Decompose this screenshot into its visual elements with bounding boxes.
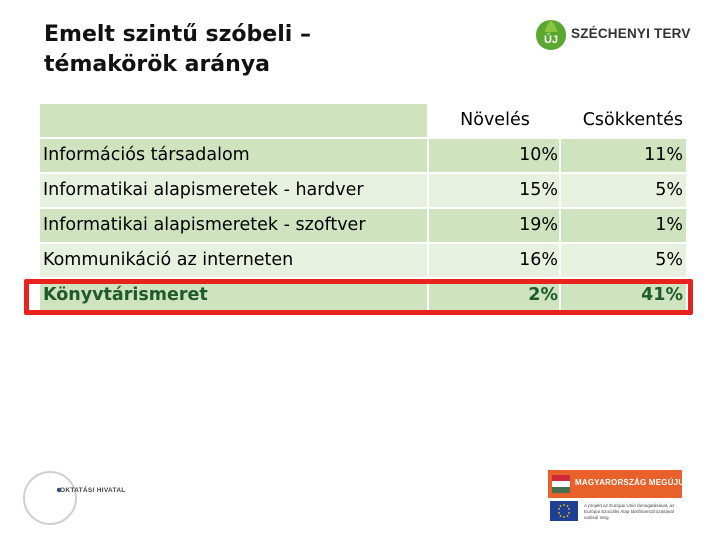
highlight-frame bbox=[24, 279, 693, 315]
row-novekedes: 2% bbox=[528, 285, 558, 305]
eu-funding-text: A projekt az Európai Unió támogatásával,… bbox=[584, 503, 675, 520]
magyarorszag-megujul-logo: MAGYARORSZÁG MEGÚJUL A projekt az Európa… bbox=[548, 468, 689, 528]
row-csokkentes: 5% bbox=[655, 250, 683, 270]
row-label: Informatikai alapismeretek - szoftver bbox=[43, 215, 366, 235]
szechenyi-terv-logo: ÚJ SZÉCHENYI TERV bbox=[535, 18, 695, 54]
row-label: Információs társadalom bbox=[43, 145, 250, 165]
topic-ratio-table: Növelés Csökkentés Információs társadalo… bbox=[40, 103, 686, 313]
brand-band: MAGYARORSZÁG MEGÚJUL bbox=[548, 470, 689, 498]
table-header-row: Növelés Csökkentés bbox=[40, 103, 686, 138]
row-label: Informatikai alapismeretek - hardver bbox=[43, 180, 364, 200]
hungarian-flag-icon bbox=[552, 475, 570, 493]
row-novekedes: 19% bbox=[519, 215, 558, 235]
table-header-novekedes: Növelés bbox=[460, 110, 530, 130]
slide-title-line-2: témakörök aránya bbox=[44, 52, 271, 77]
oktatasi-hivatal-text: OKTATÁSI HIVATAL bbox=[60, 487, 126, 494]
row-csokkentes: 41% bbox=[641, 285, 683, 305]
table-row: Kommunikáció az interneten 16% 5% bbox=[40, 243, 686, 278]
row-label: Könyvtárismeret bbox=[43, 285, 208, 305]
table-header-csokkentes: Csökkentés bbox=[582, 110, 683, 130]
szechenyi-terv-leaf-icon: ÚJ bbox=[536, 20, 566, 50]
row-csokkentes: 11% bbox=[644, 145, 683, 165]
row-csokkentes: 1% bbox=[655, 215, 683, 235]
table-row: Informatikai alapismeretek - hardver 15%… bbox=[40, 173, 686, 208]
slide-title: Emelt szintű szóbeli – témakörök aránya bbox=[44, 20, 311, 80]
table-row: Informatikai alapismeretek - szoftver 19… bbox=[40, 208, 686, 243]
table-row: Információs társadalom 10% 11% bbox=[40, 138, 686, 173]
row-label: Kommunikáció az interneten bbox=[43, 250, 294, 270]
slide-title-line-1: Emelt szintű szóbeli – bbox=[44, 22, 311, 47]
szechenyi-terv-badge: ÚJ bbox=[544, 33, 558, 46]
oktatasi-hivatal-logo: OKTATÁSI HIVATAL bbox=[22, 468, 132, 528]
row-csokkentes: 5% bbox=[655, 180, 683, 200]
row-novekedes: 10% bbox=[519, 145, 558, 165]
szechenyi-terv-text: SZÉCHENYI TERV bbox=[571, 26, 691, 41]
row-novekedes: 15% bbox=[519, 180, 558, 200]
eu-flag-icon bbox=[550, 501, 578, 521]
row-novekedes: 16% bbox=[519, 250, 558, 270]
table-row-highlighted: Könyvtárismeret 2% 41% bbox=[40, 278, 686, 313]
oktatasi-hivatal-circle-icon bbox=[23, 471, 77, 525]
brand-text: MAGYARORSZÁG MEGÚJUL bbox=[575, 478, 690, 487]
